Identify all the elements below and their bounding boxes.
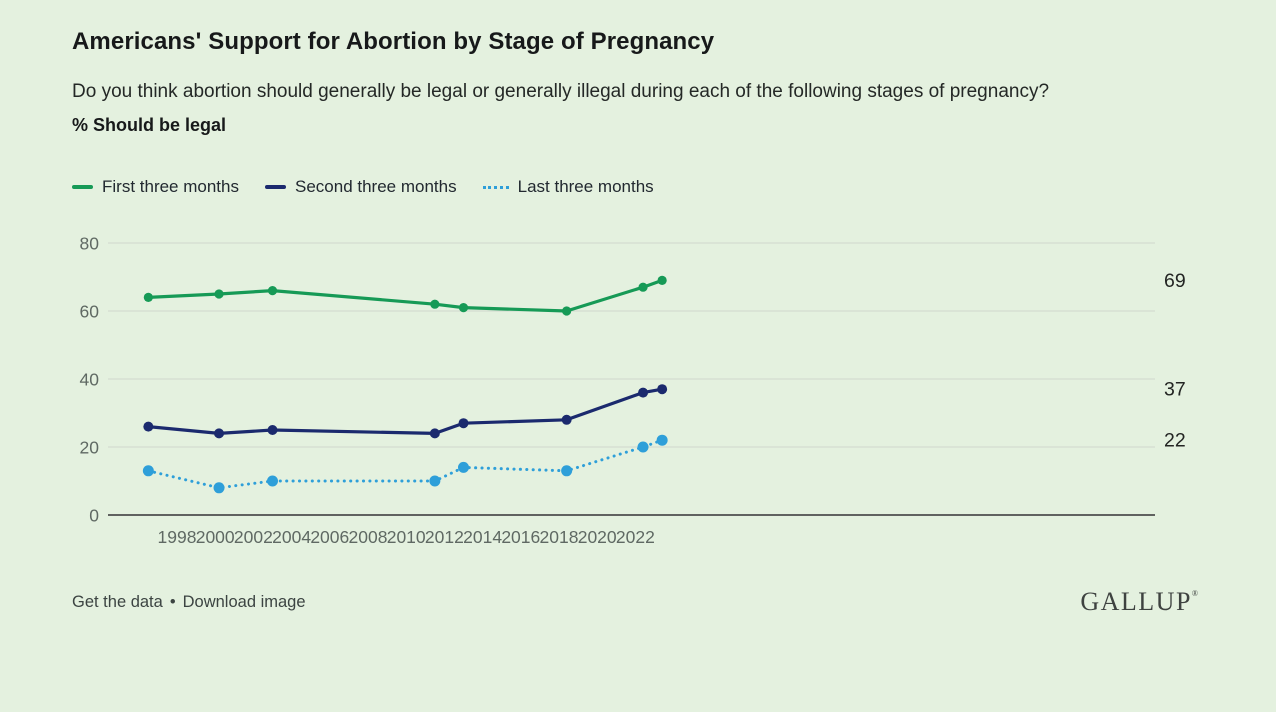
legend-label: Second three months bbox=[295, 177, 457, 196]
data-point-second-three-months-2[interactable] bbox=[267, 425, 278, 435]
data-point-first-three-months-5[interactable] bbox=[562, 306, 572, 316]
series-end-label-first-three-months: 69 bbox=[1164, 270, 1186, 292]
legend: First three months Second three months Las… bbox=[72, 177, 1276, 197]
x-tick-2004: 2004 bbox=[272, 527, 311, 547]
x-tick-2014: 2014 bbox=[463, 527, 502, 547]
measure-label: % Should be legal bbox=[72, 115, 227, 135]
x-tick-2000: 2000 bbox=[196, 527, 235, 547]
data-point-first-three-months-1[interactable] bbox=[214, 289, 224, 299]
data-point-first-three-months-0[interactable] bbox=[143, 292, 153, 302]
data-point-first-three-months-4[interactable] bbox=[458, 303, 469, 313]
chart-title: Americans' Support for Abortion by Stage… bbox=[72, 28, 715, 55]
x-tick-2018: 2018 bbox=[540, 527, 579, 547]
y-tick-60: 60 bbox=[80, 302, 100, 322]
data-point-last-three-months-6[interactable] bbox=[637, 441, 649, 453]
data-point-last-three-months-5[interactable] bbox=[561, 465, 573, 477]
data-point-last-three-months-7[interactable] bbox=[656, 434, 668, 446]
data-point-last-three-months-1[interactable] bbox=[213, 482, 225, 494]
data-point-second-three-months-1[interactable] bbox=[214, 428, 225, 439]
x-tick-2022: 2022 bbox=[616, 527, 655, 547]
legend-item-last-three-months: Last three months bbox=[482, 177, 654, 197]
x-tick-2002: 2002 bbox=[234, 527, 273, 547]
legend-swatch-solid-icon bbox=[72, 185, 93, 189]
series-line-last-three-months bbox=[146, 438, 664, 490]
y-tick-20: 20 bbox=[80, 438, 100, 458]
data-point-last-three-months-0[interactable] bbox=[142, 465, 154, 477]
series-line-second-three-months bbox=[146, 387, 664, 435]
gallup-logo: GALLUP® bbox=[1080, 587, 1198, 616]
data-point-second-three-months-5[interactable] bbox=[561, 414, 572, 425]
chart-card: Americans' Support for Abortion by Stage… bbox=[0, 28, 1276, 712]
get-the-data-link[interactable]: Get the data bbox=[72, 592, 163, 611]
series-line-first-three-months bbox=[146, 278, 664, 313]
registered-mark: ® bbox=[1191, 589, 1198, 598]
data-point-first-three-months-3[interactable] bbox=[430, 299, 440, 309]
series-end-label-second-three-months: 37 bbox=[1164, 379, 1186, 401]
x-tick-2010: 2010 bbox=[387, 527, 426, 547]
data-point-second-three-months-7[interactable] bbox=[657, 384, 668, 395]
y-tick-80: 80 bbox=[80, 234, 100, 254]
series-end-label-last-three-months: 22 bbox=[1164, 430, 1186, 452]
legend-label: First three months bbox=[102, 177, 239, 196]
x-tick-2020: 2020 bbox=[578, 527, 617, 547]
download-image-link[interactable]: Download image bbox=[182, 592, 306, 611]
footer-separator: • bbox=[169, 592, 176, 611]
legend-item-second-three-months: Second three months bbox=[265, 177, 457, 197]
data-point-last-three-months-4[interactable] bbox=[458, 461, 469, 473]
x-tick-1998: 1998 bbox=[158, 527, 197, 547]
footer-links: Get the data • Download image bbox=[72, 593, 306, 612]
legend-swatch-dotted-icon bbox=[482, 185, 509, 189]
data-point-second-three-months-0[interactable] bbox=[143, 421, 154, 432]
data-point-second-three-months-3[interactable] bbox=[429, 428, 440, 439]
y-tick-0: 0 bbox=[89, 506, 99, 526]
legend-swatch-solid-icon bbox=[265, 185, 286, 189]
x-tick-2008: 2008 bbox=[349, 527, 388, 547]
data-point-last-three-months-3[interactable] bbox=[429, 475, 441, 487]
data-point-last-three-months-2[interactable] bbox=[267, 475, 278, 487]
data-point-first-three-months-2[interactable] bbox=[267, 286, 278, 296]
x-tick-2006: 2006 bbox=[310, 527, 349, 547]
footer: Get the data • Download image GALLUP® bbox=[0, 587, 1276, 617]
data-point-second-three-months-6[interactable] bbox=[638, 387, 649, 398]
survey-question: Do you think abortion should generally b… bbox=[72, 81, 1050, 102]
legend-item-first-three-months: First three months bbox=[72, 177, 239, 197]
data-point-second-three-months-4[interactable] bbox=[458, 418, 469, 429]
line-chart: 0 20 40 60 80 1998 2000 2002 2004 2006 2008 2010 201… bbox=[0, 206, 1276, 561]
x-tick-2016: 2016 bbox=[501, 527, 540, 547]
legend-label: Last three months bbox=[517, 177, 654, 196]
y-tick-40: 40 bbox=[80, 370, 100, 390]
data-point-first-three-months-7[interactable] bbox=[657, 275, 667, 285]
data-point-first-three-months-6[interactable] bbox=[638, 282, 648, 292]
x-tick-2012: 2012 bbox=[425, 527, 464, 547]
